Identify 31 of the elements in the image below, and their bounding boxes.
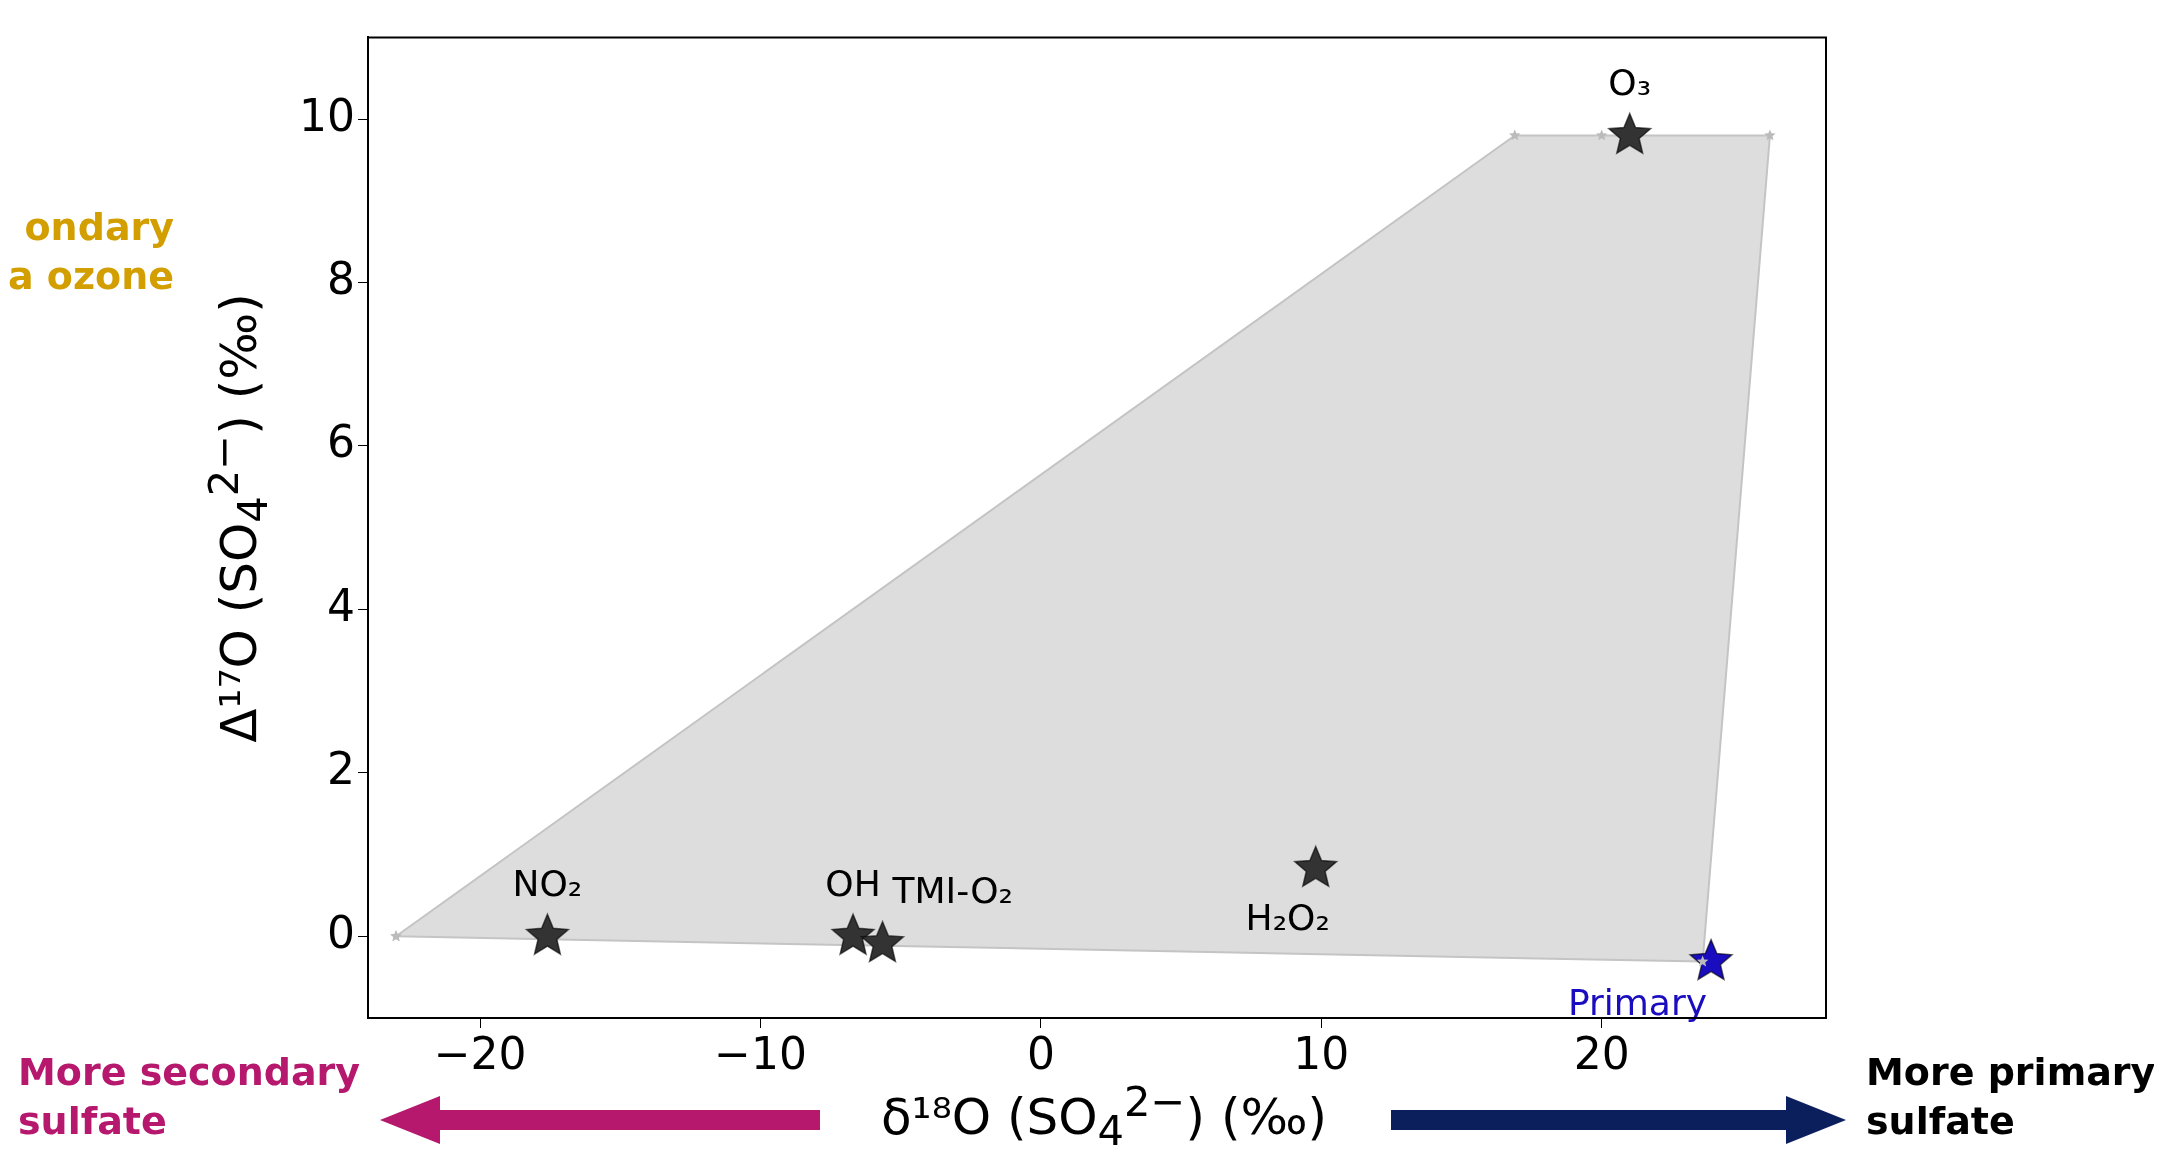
x-tick-label: 20 — [1573, 1027, 1630, 1079]
annotation: O₃ — [1608, 61, 1652, 103]
point — [1595, 129, 1608, 141]
point — [1696, 955, 1709, 967]
point — [525, 913, 570, 955]
y-tick-label: 4 — [327, 579, 355, 631]
point — [860, 920, 905, 963]
point — [1608, 112, 1652, 155]
text: ondary a ozone — [8, 204, 175, 301]
text: More secondary sulfate — [18, 1049, 361, 1146]
y-tick-label: 6 — [327, 416, 355, 468]
y-tick-label: 0 — [327, 906, 355, 958]
y-tick-label: 10 — [299, 89, 355, 141]
point — [1294, 845, 1338, 888]
x-tick-label: 10 — [1293, 1027, 1350, 1079]
y-tick-label: 8 — [327, 252, 355, 304]
series-label: Primary — [1567, 981, 1708, 1023]
x-tick-label: 0 — [1026, 1027, 1055, 1079]
y-tick-label: 2 — [327, 743, 355, 795]
annotation: OH — [825, 862, 881, 904]
point — [1689, 938, 1733, 981]
point — [831, 913, 875, 955]
annotation: NO₂ — [512, 862, 583, 904]
text: More primary sulfate — [1866, 1049, 2155, 1146]
point — [1509, 129, 1521, 141]
x-tick-label: −10 — [714, 1027, 807, 1079]
annotation: TMI-O₂ — [891, 870, 1013, 911]
point — [1764, 129, 1776, 141]
x-axis-title: δ¹⁸O (SO$_{4}$$^{2−}$) (‰) — [881, 1077, 1327, 1151]
annotation: H₂O₂ — [1245, 896, 1330, 938]
x-tick-label: −20 — [433, 1027, 527, 1079]
